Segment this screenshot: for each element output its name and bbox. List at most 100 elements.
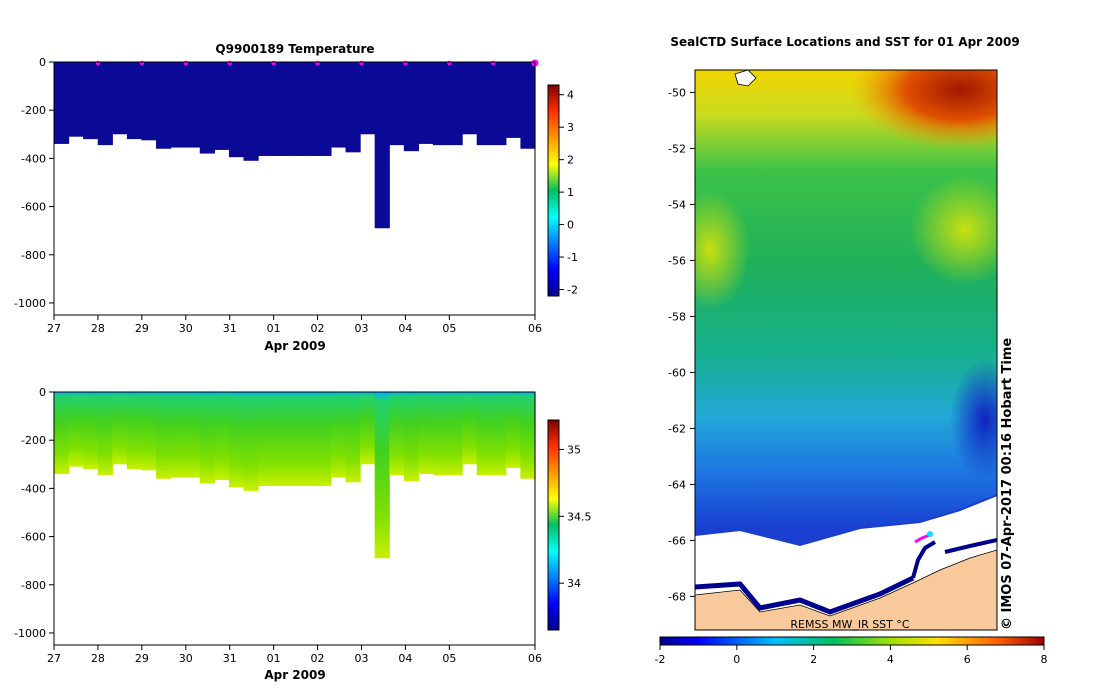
map-y-tick-label: -66 bbox=[668, 534, 686, 547]
salinity-profile bbox=[170, 392, 186, 478]
temperature-colorbar-ticks: 4 3 2 1 0 -1 -2 bbox=[559, 89, 578, 297]
salinity-profile bbox=[112, 392, 128, 465]
y-tick-label: -1000 bbox=[14, 297, 46, 310]
salinity-profile bbox=[520, 392, 536, 479]
salinity-profile bbox=[301, 392, 317, 486]
y-tick-label: 0 bbox=[39, 56, 46, 69]
map-y-tick-label: -50 bbox=[668, 86, 686, 99]
imos-credit: © IMOS 07-Apr-2017 00:16 Hobart Time bbox=[1000, 338, 1015, 630]
temperature-colorbar bbox=[547, 84, 560, 297]
y-tick-label: -400 bbox=[21, 152, 46, 165]
map-y-tick-label: -60 bbox=[668, 366, 686, 379]
temperature-profile bbox=[170, 62, 186, 148]
x-tick-label: 30 bbox=[179, 322, 193, 335]
map-y-tick-label: -64 bbox=[668, 478, 686, 491]
x-tick-label: 29 bbox=[135, 322, 149, 335]
temperature-profile bbox=[54, 62, 70, 144]
temperature-profile bbox=[185, 62, 201, 148]
temperature-profile bbox=[141, 62, 157, 141]
salinity-profile bbox=[83, 392, 99, 470]
temperature-profile bbox=[403, 62, 419, 152]
salinity-profile bbox=[287, 392, 303, 486]
salinity-colorbar bbox=[547, 419, 560, 631]
seal-location bbox=[927, 531, 933, 537]
land bbox=[695, 549, 997, 630]
map-y-ticks: -50 -52 -54 -56 -58 -60 -62 -64 -66 -68 bbox=[668, 86, 695, 603]
salinity-profile bbox=[360, 392, 376, 465]
salinity-xlabel: Apr 2009 bbox=[264, 668, 325, 682]
salinity-profile bbox=[258, 392, 274, 486]
temperature-profile bbox=[228, 62, 245, 158]
surface-marker bbox=[359, 60, 364, 66]
temperature-profile bbox=[491, 62, 507, 146]
y-tick-label: -1000 bbox=[14, 627, 46, 640]
x-tick-label: 31 bbox=[223, 652, 237, 665]
salinity-profile bbox=[126, 392, 143, 470]
colorbar-tick-label: -2 bbox=[567, 284, 578, 297]
temperature-profile bbox=[418, 62, 434, 144]
salinity-profile bbox=[476, 392, 492, 476]
salinity-profile bbox=[243, 392, 259, 491]
temperature-panel: Q9900189 Temperature 0 -200 -400 -600 -800 -1… bbox=[14, 42, 578, 353]
temperature-profile bbox=[316, 62, 332, 156]
x-tick-label: 04 bbox=[398, 322, 412, 335]
colorbar-tick-label: 0 bbox=[567, 219, 574, 232]
map-y-tick-label: -52 bbox=[668, 142, 686, 155]
surface-marker bbox=[139, 60, 145, 66]
sst-colorbar bbox=[659, 636, 1045, 646]
salinity-profile bbox=[447, 392, 463, 476]
temperature-profile bbox=[156, 62, 172, 149]
salinity-profiles bbox=[54, 392, 536, 559]
salinity-profile bbox=[374, 392, 390, 559]
temperature-profile bbox=[214, 62, 230, 150]
y-tick-label: -200 bbox=[21, 104, 46, 117]
temperature-profile bbox=[505, 62, 522, 138]
y-tick-label: -600 bbox=[21, 531, 46, 544]
sst-colorbar-tick-label: 4 bbox=[887, 653, 894, 666]
temperature-y-ticks: 0 -200 -400 -600 -800 -1000 bbox=[14, 56, 54, 310]
temperature-profile bbox=[389, 62, 405, 146]
x-tick-label: 01 bbox=[267, 652, 281, 665]
salinity-profile bbox=[214, 392, 230, 480]
seal-track bbox=[914, 533, 931, 544]
x-tick-label: 31 bbox=[223, 322, 237, 335]
temperature-x-ticks: 27 28 29 30 31 01 02 03 04 05 06 bbox=[47, 315, 542, 335]
surface-marker bbox=[95, 60, 101, 66]
temperature-profile bbox=[126, 62, 143, 140]
salinity-profile bbox=[156, 392, 172, 479]
colorbar-tick-label: 35 bbox=[567, 443, 581, 456]
y-tick-label: -800 bbox=[21, 249, 46, 262]
temperature-profile bbox=[462, 62, 478, 135]
sst-colorbar-ticks: -2 0 2 4 6 8 bbox=[655, 645, 1048, 666]
temperature-profile bbox=[243, 62, 259, 161]
x-tick-label: 06 bbox=[528, 652, 542, 665]
salinity-profile bbox=[432, 392, 449, 476]
x-tick-label: 06 bbox=[528, 322, 542, 335]
temperature-xlabel: Apr 2009 bbox=[264, 339, 325, 353]
x-tick-label: 27 bbox=[47, 652, 61, 665]
salinity-profile bbox=[185, 392, 201, 478]
salinity-panel: 0 -200 -400 -600 -800 -1000 27 28 29 30 31 01 02 03 0… bbox=[14, 386, 591, 682]
salinity-profile bbox=[330, 392, 347, 478]
temperature-profile bbox=[520, 62, 536, 149]
x-tick-label: 05 bbox=[442, 652, 456, 665]
map-y-tick-label: -54 bbox=[668, 198, 686, 211]
surface-marker bbox=[491, 60, 496, 66]
salinity-profile bbox=[403, 392, 419, 482]
coastal-ice-edge bbox=[695, 575, 915, 615]
colorbar-tick-label: -1 bbox=[567, 251, 578, 264]
colorbar-tick-label: 34 bbox=[567, 577, 581, 590]
surface-marker bbox=[271, 60, 276, 66]
temperature-profile bbox=[374, 62, 390, 229]
y-tick-label: -200 bbox=[21, 434, 46, 447]
salinity-profile bbox=[199, 392, 215, 484]
salinity-colorbar-ticks: 35 34.5 34 bbox=[559, 443, 592, 590]
map-title: SealCTD Surface Locations and SST for 01… bbox=[670, 35, 1019, 49]
salinity-y-ticks: 0 -200 -400 -600 -800 -1000 bbox=[14, 386, 54, 640]
sst-colorbar-tick-label: 2 bbox=[810, 653, 817, 666]
salinity-profile bbox=[316, 392, 332, 486]
sst-colorbar-tick-label: 0 bbox=[733, 653, 740, 666]
x-tick-label: 01 bbox=[267, 322, 281, 335]
x-tick-label: 27 bbox=[47, 322, 61, 335]
y-tick-label: -800 bbox=[21, 579, 46, 592]
